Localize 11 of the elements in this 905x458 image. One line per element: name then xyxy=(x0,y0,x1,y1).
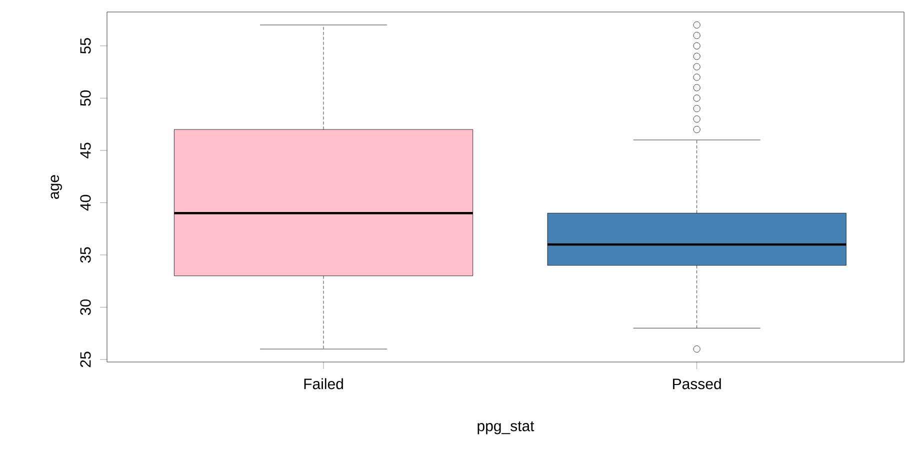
y-tick-label: 55 xyxy=(80,38,91,54)
x-tick-label: Failed xyxy=(304,378,343,390)
y-tick-label: 30 xyxy=(80,299,91,315)
y-tick-label: 25 xyxy=(80,352,91,368)
x-axis-title: ppg_stat xyxy=(478,421,534,434)
y-axis-title: age xyxy=(50,175,62,199)
x-tick-label: Passed xyxy=(673,378,721,390)
y-tick-label: 40 xyxy=(80,194,91,211)
y-tick-label: 50 xyxy=(80,90,91,106)
y-tick-label: 45 xyxy=(80,142,91,158)
y-tick-label: 35 xyxy=(80,247,91,263)
